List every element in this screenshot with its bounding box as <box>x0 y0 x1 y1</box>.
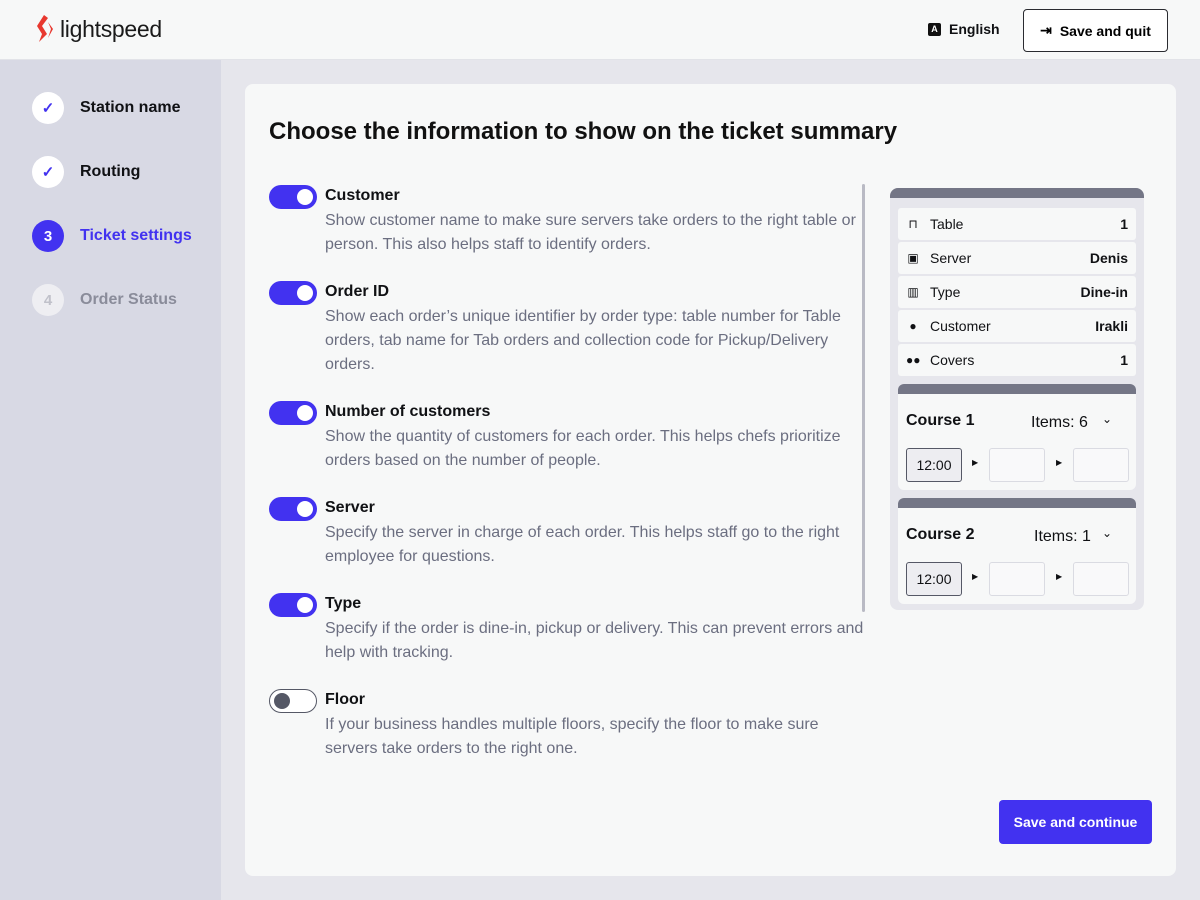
type-toggle[interactable] <box>269 593 317 617</box>
option-title: Floor <box>325 691 365 708</box>
lightspeed-logo: lightspeed <box>34 14 162 44</box>
option-title: Number of customers <box>325 403 491 420</box>
customer-toggle[interactable] <box>269 185 317 209</box>
option-title: Server <box>325 499 375 516</box>
course-items: Items: 1 <box>1034 528 1091 545</box>
step-number: 3 <box>32 220 64 252</box>
ticket-preview: ⊓ Table 1 ▣ Server Denis ▥ Type Dine-in … <box>890 188 1144 610</box>
step-label: Routing <box>80 163 141 180</box>
save-and-quit-label: Save and quit <box>1059 22 1151 39</box>
row-value: 1 <box>1120 216 1128 232</box>
preview-row-table: ⊓ Table 1 <box>898 208 1136 240</box>
row-label: Covers <box>930 352 975 368</box>
option-title: Order ID <box>325 283 390 300</box>
row-value: 1 <box>1120 352 1128 368</box>
step-label: Ticket settings <box>80 227 192 244</box>
course-name: Course 1 <box>906 412 975 429</box>
arrow-right-icon: ▶ <box>1056 572 1063 581</box>
people-icon: ●● <box>906 353 921 367</box>
save-and-continue-button[interactable]: Save and continue <box>999 800 1152 844</box>
time-box <box>1073 562 1129 596</box>
top-bar: lightspeed A English ⇥ Save and quit <box>0 0 1200 60</box>
time-box <box>1073 448 1129 482</box>
scrollbar[interactable] <box>862 184 865 612</box>
preview-row-customer: ● Customer Irakli <box>898 310 1136 342</box>
row-value: Dine-in <box>1080 284 1128 300</box>
save-and-quit-button[interactable]: ⇥ Save and quit <box>1023 9 1168 52</box>
step-number: 4 <box>32 284 64 316</box>
exit-icon: ⇥ <box>1040 22 1052 38</box>
cutlery-icon: ▥ <box>907 285 919 299</box>
time-box: 12:00 <box>906 448 962 482</box>
language-label: English <box>949 21 1000 37</box>
preview-row-covers: ●● Covers 1 <box>898 344 1136 376</box>
person-icon: ● <box>909 319 917 333</box>
step-station-name[interactable]: ✓ Station name <box>32 92 180 124</box>
option-description: Specify if the order is dine-in, pickup … <box>325 620 864 661</box>
option-description: Specify the server in charge of each ord… <box>325 524 840 565</box>
row-value: Irakli <box>1095 318 1128 334</box>
time-box: 12:00 <box>906 562 962 596</box>
step-ticket-settings[interactable]: 3 Ticket settings <box>32 220 192 252</box>
stepper-sidebar: ✓ Station name ✓ Routing 3 Ticket settin… <box>0 60 221 900</box>
step-order-status: 4 Order Status <box>32 284 177 316</box>
arrow-right-icon: ▶ <box>972 458 979 467</box>
time-box <box>989 448 1045 482</box>
language-selector[interactable]: A English <box>928 21 1000 37</box>
course-name: Course 2 <box>906 526 975 543</box>
step-label: Station name <box>80 99 181 116</box>
chevron-down-icon[interactable]: ⌄ <box>1102 526 1113 540</box>
option-title: Type <box>325 595 362 612</box>
chevron-down-icon[interactable]: ⌄ <box>1102 412 1113 426</box>
row-label: Server <box>930 250 972 266</box>
server-toggle[interactable] <box>269 497 317 521</box>
check-icon: ✓ <box>32 92 64 124</box>
row-label: Type <box>930 284 961 300</box>
time-box <box>989 562 1045 596</box>
course-card: Course 1 Items: 6 ⌄ 12:00 ▶ ▶ <box>898 384 1136 490</box>
course-header-bar <box>898 384 1136 394</box>
row-label: Table <box>930 216 964 232</box>
option-description: Show customer name to make sure servers … <box>325 212 856 253</box>
row-label: Customer <box>930 318 991 334</box>
preview-row-server: ▣ Server Denis <box>898 242 1136 274</box>
page-title: Choose the information to show on the ti… <box>269 118 898 145</box>
number-of-customers-toggle[interactable] <box>269 401 317 425</box>
order-id-toggle[interactable] <box>269 281 317 305</box>
step-routing[interactable]: ✓ Routing <box>32 156 140 188</box>
row-value: Denis <box>1089 250 1128 266</box>
floor-toggle[interactable] <box>269 689 317 713</box>
option-title: Customer <box>325 187 400 204</box>
option-description: If your business handles multiple floors… <box>325 716 819 757</box>
badge-icon: ▣ <box>907 251 919 265</box>
flame-icon <box>37 15 53 42</box>
translate-icon: A <box>928 22 941 36</box>
logo-text: lightspeed <box>60 15 162 42</box>
table-icon: ⊓ <box>908 217 918 231</box>
preview-header-bar <box>890 188 1144 198</box>
step-label: Order Status <box>80 291 177 308</box>
course-items: Items: 6 <box>1031 414 1088 431</box>
preview-row-type: ▥ Type Dine-in <box>898 276 1136 308</box>
option-description: Show each order’s unique identifier by o… <box>325 308 841 373</box>
settings-card: Choose the information to show on the ti… <box>245 84 1176 876</box>
course-header-bar <box>898 498 1136 508</box>
arrow-right-icon: ▶ <box>972 572 979 581</box>
arrow-right-icon: ▶ <box>1056 458 1063 467</box>
check-icon: ✓ <box>32 156 64 188</box>
option-description: Show the quantity of customers for each … <box>325 428 841 469</box>
course-card: Course 2 Items: 1 ⌄ 12:00 ▶ ▶ <box>898 498 1136 604</box>
